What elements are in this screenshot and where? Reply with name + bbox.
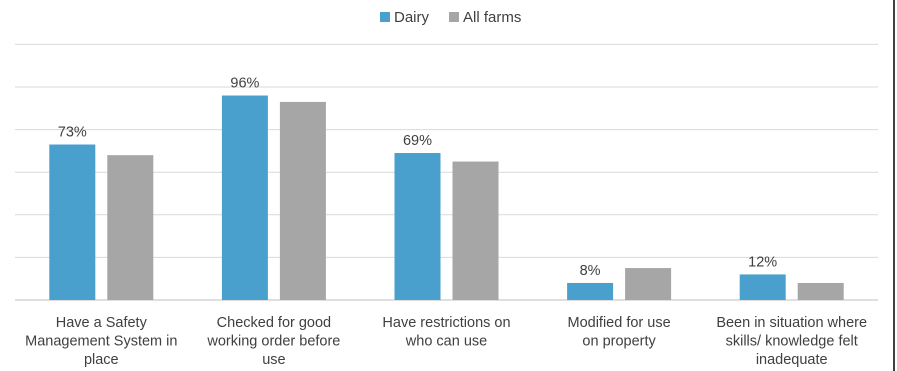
legend-label-1: All farms [463, 9, 521, 26]
category-label-4-line-0: Been in situation where [716, 315, 867, 331]
data-labels: 73% 96% 69% 8% 12% [58, 76, 778, 279]
data-label-0-2: 69% [403, 133, 432, 149]
category-label-1-line-0: Checked for good [217, 315, 331, 331]
bar-1-3 [625, 268, 672, 300]
data-label-0-3: 8% [580, 263, 601, 279]
bar-1-1 [279, 101, 326, 300]
legend: Dairy All farms [380, 9, 521, 26]
category-label-0-line-1: Management System in [25, 334, 177, 350]
bar-1-0 [107, 155, 154, 300]
bar-0-2 [394, 153, 441, 300]
bar-0-1 [221, 95, 268, 301]
bars [49, 95, 844, 301]
category-label-3-line-1: on property [582, 334, 656, 350]
legend-swatch-1 [449, 12, 459, 22]
data-label-0-1: 96% [230, 76, 259, 92]
category-label-1-line-1: working order before [206, 334, 340, 350]
bar-0-4 [739, 274, 786, 300]
bar-1-4 [797, 282, 844, 300]
category-label-4-line-1: skills/ knowledge felt [726, 334, 858, 350]
category-label-0-line-0: Have a Safety [56, 315, 148, 331]
category-label-3-line-0: Modified for use [568, 315, 671, 331]
category-label-2-line-0: Have restrictions on [382, 315, 510, 331]
legend-swatch-0 [380, 12, 390, 22]
category-label-1-line-2: use [262, 352, 285, 368]
category-label-4-line-2: inadequate [756, 352, 828, 368]
bar-0-0 [49, 144, 96, 300]
data-label-0-4: 12% [748, 254, 777, 270]
legend-label-0: Dairy [394, 9, 430, 26]
bar-0-3 [567, 282, 614, 300]
bar-1-2 [452, 161, 499, 300]
gridlines [15, 43, 878, 258]
category-label-2-line-1: who can use [405, 334, 487, 350]
category-labels: Have a Safety Management System in place Ch… [25, 315, 867, 368]
category-label-0-line-2: place [84, 352, 119, 368]
data-label-0-0: 73% [58, 125, 87, 141]
